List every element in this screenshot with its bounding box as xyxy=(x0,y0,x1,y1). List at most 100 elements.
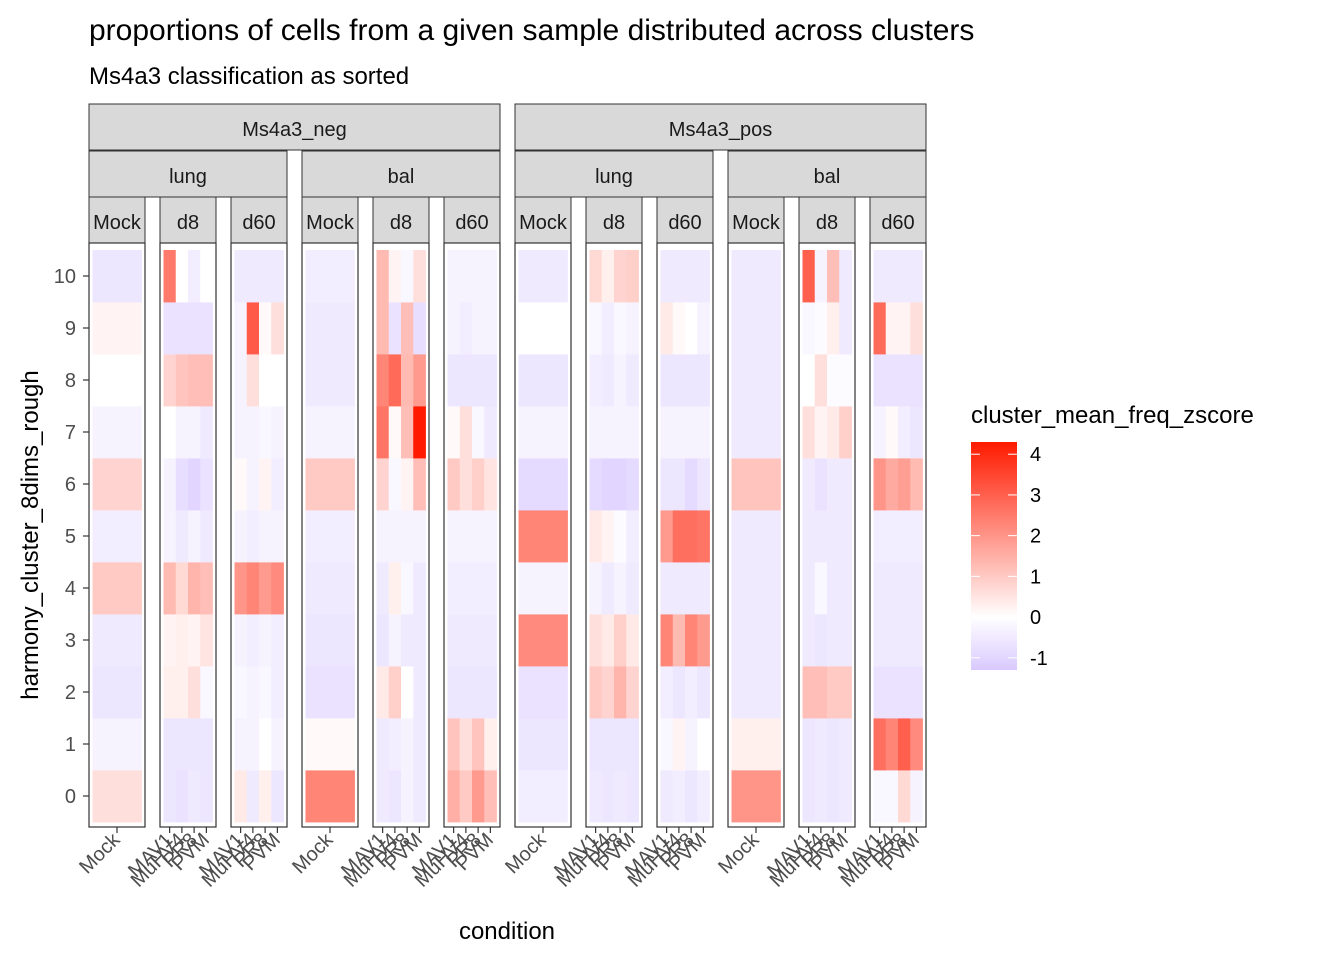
heatmap-tile xyxy=(234,302,248,355)
x-tick-label: Mock xyxy=(714,828,764,878)
heatmap-tile xyxy=(672,458,686,511)
heatmap-tile xyxy=(388,770,402,823)
heatmap-tile xyxy=(660,718,674,771)
heatmap-tile xyxy=(672,614,686,667)
heatmap-tile xyxy=(246,614,260,667)
heatmap-tile xyxy=(827,302,840,355)
heatmap-tile xyxy=(601,666,615,719)
heatmap-tile xyxy=(472,250,485,303)
heatmap-tile xyxy=(672,510,686,563)
heatmap-tile xyxy=(898,354,911,407)
heatmap-tile xyxy=(259,250,272,303)
strip-timepoint xyxy=(585,196,643,244)
heatmap-tile xyxy=(839,666,852,719)
heatmap-tile xyxy=(200,250,213,303)
heatmap-tile xyxy=(601,250,615,303)
heatmap-tile xyxy=(234,510,248,563)
panel-border xyxy=(443,242,501,828)
heatmap-tile xyxy=(92,302,142,355)
heatmap-tile xyxy=(626,614,639,667)
heatmap-tile xyxy=(234,614,248,667)
heatmap-tile xyxy=(305,770,355,823)
heatmap-tile xyxy=(601,406,615,459)
heatmap-tile xyxy=(259,666,272,719)
heatmap-tile xyxy=(259,718,272,771)
heatmap-tile xyxy=(814,458,828,511)
heatmap-tile xyxy=(388,302,402,355)
heatmap-tile xyxy=(685,510,698,563)
heatmap-tile xyxy=(697,718,710,771)
heatmap-tile xyxy=(685,302,698,355)
heatmap-tile xyxy=(814,302,828,355)
legend-ticks: 4 3 2 1 0 -1 xyxy=(971,444,1048,670)
heatmap-tile xyxy=(305,510,355,563)
strip-timepoint xyxy=(301,196,359,244)
heatmap-tile xyxy=(401,562,414,615)
heatmap-tile xyxy=(731,354,781,407)
heatmap-tile xyxy=(401,510,414,563)
heatmap-tile xyxy=(376,614,390,667)
heatmap-tile xyxy=(175,458,189,511)
heatmap-tile xyxy=(401,354,414,407)
heatmap-tile xyxy=(163,458,177,511)
heatmap-tile xyxy=(898,510,911,563)
heatmap-tile xyxy=(731,510,781,563)
heatmap-tile xyxy=(898,458,911,511)
heatmap-tile xyxy=(305,614,355,667)
heatmap-tile xyxy=(447,510,461,563)
heatmap-tile xyxy=(802,614,816,667)
strip-tissue: lung xyxy=(88,150,288,198)
heatmap-tile xyxy=(814,250,828,303)
strip-timepoint xyxy=(727,196,785,244)
heatmap-tile xyxy=(685,770,698,823)
heatmap-tile xyxy=(814,718,828,771)
heatmap-tile xyxy=(246,458,260,511)
heatmap-tile xyxy=(92,406,142,459)
y-tick-label: 2 xyxy=(65,682,76,704)
strip-timepoint xyxy=(159,196,217,244)
heatmap-tile xyxy=(910,666,923,719)
heatmap-tile xyxy=(388,354,402,407)
heatmap-tile xyxy=(518,770,568,823)
heatmap-tile xyxy=(697,614,710,667)
heatmap-tile xyxy=(910,250,923,303)
heatmap-tile xyxy=(259,302,272,355)
strip-tissue: bal xyxy=(727,150,927,198)
heatmap-tile xyxy=(518,302,568,355)
heatmap-tile xyxy=(731,562,781,615)
heatmap-tile xyxy=(447,406,461,459)
heatmap-tile xyxy=(873,406,887,459)
strip-tissue: lung xyxy=(514,150,714,198)
heatmap-tile xyxy=(413,718,426,771)
heatmap-tile xyxy=(376,458,390,511)
heatmap-tile xyxy=(660,562,674,615)
heatmap-tile xyxy=(626,250,639,303)
heatmap-tile xyxy=(614,666,627,719)
strip-sort-label: Ms4a3_pos xyxy=(669,119,772,141)
heatmap-tile xyxy=(685,406,698,459)
heatmap-tile xyxy=(401,302,414,355)
heatmap-tile xyxy=(200,458,213,511)
heatmap-tile xyxy=(614,250,627,303)
heatmap-tile xyxy=(589,406,603,459)
strip-sort-label: Ms4a3_neg xyxy=(242,119,347,141)
heatmap-tile xyxy=(259,406,272,459)
legend-tick-label: 1 xyxy=(1030,566,1041,588)
strip-timepoint-label: Mock xyxy=(732,212,781,234)
heatmap-tile xyxy=(614,562,627,615)
strip-timepoint-label: d60 xyxy=(455,212,488,234)
heatmap-tile xyxy=(175,250,189,303)
heatmap-tile xyxy=(163,302,177,355)
heatmap-tile xyxy=(660,250,674,303)
heatmap-tile xyxy=(472,666,485,719)
heatmap-tile xyxy=(626,406,639,459)
y-axis-title: harmony_cluster_8dims_rough xyxy=(17,370,44,700)
heatmap-tile xyxy=(175,666,189,719)
heatmap-tile xyxy=(873,510,887,563)
heatmap-tile xyxy=(814,510,828,563)
heatmap-tile xyxy=(518,406,568,459)
heatmap-tile xyxy=(601,458,615,511)
y-tick-label: 6 xyxy=(65,474,76,496)
heatmap-tile xyxy=(614,302,627,355)
